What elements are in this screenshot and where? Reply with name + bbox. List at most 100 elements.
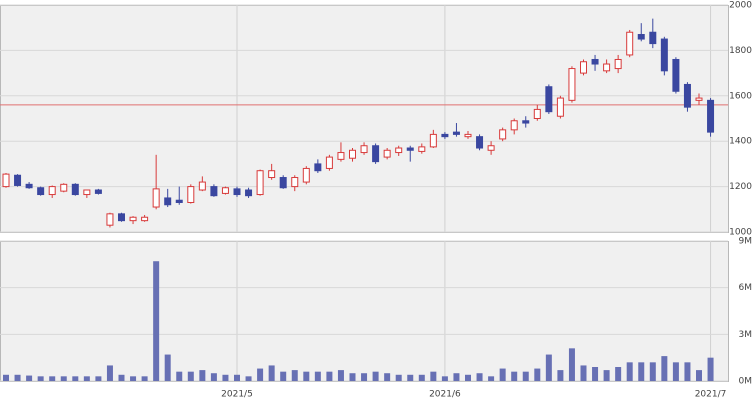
candle-body <box>106 213 114 226</box>
candle-body <box>591 58 599 65</box>
volume-bar <box>649 362 656 381</box>
volume-bar <box>418 374 425 381</box>
y-tick-label: 6M <box>739 283 753 293</box>
candle-body <box>533 108 541 119</box>
candle-body <box>626 31 634 56</box>
y-tick-label: 1000 <box>729 228 752 238</box>
y-tick-label: 1600 <box>729 91 752 101</box>
candle-body <box>71 183 79 196</box>
volume-bar <box>49 376 56 381</box>
volume-bar <box>141 376 148 381</box>
volume-bar <box>337 370 344 381</box>
candle-body <box>314 163 322 172</box>
candle-body <box>672 58 680 92</box>
volume-bar <box>638 362 645 381</box>
volume-bar <box>3 374 9 381</box>
volume-bar <box>384 373 391 381</box>
volume-bar <box>511 371 518 381</box>
candle-body <box>580 61 587 74</box>
candle-body <box>325 156 333 169</box>
candle-body <box>175 199 183 203</box>
candle-body <box>2 173 10 188</box>
candle-body <box>614 58 622 70</box>
volume-bar <box>187 371 194 381</box>
volume-bar <box>361 373 368 381</box>
y-tick-label: 1200 <box>729 182 752 192</box>
price-panel <box>0 5 729 233</box>
candle-body <box>349 149 356 159</box>
volume-bar <box>60 376 67 381</box>
candle-body <box>152 188 160 208</box>
volume-bar <box>130 376 137 381</box>
candle-body <box>660 38 668 72</box>
candle-body <box>695 97 703 101</box>
candle-body <box>268 170 276 179</box>
volume-bar <box>592 367 599 381</box>
x-tick-label: 2021/5 <box>221 390 253 400</box>
volume-bar <box>234 374 240 381</box>
volume-bar <box>303 371 310 381</box>
candle-body <box>499 129 507 140</box>
candle-body <box>210 186 218 197</box>
candle-body <box>256 170 264 196</box>
volume-bar <box>603 370 610 381</box>
volume-bar <box>615 367 622 381</box>
volume-bar <box>476 373 483 381</box>
volume-bar <box>291 370 298 381</box>
volume-bar <box>684 362 691 381</box>
candle-body <box>522 120 530 124</box>
y-tick-label: 1800 <box>729 46 752 56</box>
volume-bar <box>83 376 90 381</box>
candle-body <box>372 145 380 163</box>
volume-bar <box>153 261 160 381</box>
volume-bar <box>626 362 633 381</box>
candle-body <box>418 146 426 152</box>
volume-bar <box>72 376 79 381</box>
volume-bar <box>557 370 564 381</box>
candle-body <box>48 186 56 196</box>
y-tick-label: 0M <box>739 377 753 387</box>
volume-bar <box>453 373 460 381</box>
candle-body <box>302 167 310 183</box>
volume-bar <box>349 373 356 381</box>
candle-body <box>545 86 553 113</box>
candle-body <box>25 183 33 189</box>
x-tick-label: 2021/6 <box>429 390 461 400</box>
candle-body <box>510 120 518 131</box>
y-tick-label: 3M <box>739 330 753 340</box>
volume-bar <box>210 373 217 381</box>
volume-bar <box>488 376 495 381</box>
candle-body <box>360 145 368 154</box>
y-tick-label: 1400 <box>729 137 752 147</box>
candle-body <box>429 133 437 148</box>
volume-bar <box>118 374 125 381</box>
volume-bar <box>568 348 575 381</box>
candle-body <box>649 31 657 45</box>
candle-body <box>141 216 149 222</box>
candle-body <box>291 177 299 188</box>
volume-bar <box>672 362 679 381</box>
candle-body <box>245 189 253 197</box>
candle-body <box>637 34 645 40</box>
candle-body <box>118 213 125 222</box>
volume-bar <box>14 374 21 381</box>
candle-body <box>603 63 611 72</box>
volume-bar <box>268 365 275 381</box>
candle-body <box>60 183 68 192</box>
volume-bar <box>257 368 264 381</box>
candle-body <box>14 174 22 186</box>
candle-body <box>464 133 472 138</box>
candle-body <box>198 181 206 191</box>
volume-bar <box>106 365 113 381</box>
candle-body <box>94 189 102 194</box>
candle-body <box>441 133 449 138</box>
candle-body <box>37 187 45 196</box>
y-tick-label: 9M <box>739 237 753 247</box>
candle-body <box>683 83 691 108</box>
candle-body <box>395 147 403 154</box>
volume-bar <box>522 371 529 381</box>
volume-bar <box>407 374 414 381</box>
volume-bar <box>395 374 402 381</box>
volume-bar <box>280 371 287 381</box>
